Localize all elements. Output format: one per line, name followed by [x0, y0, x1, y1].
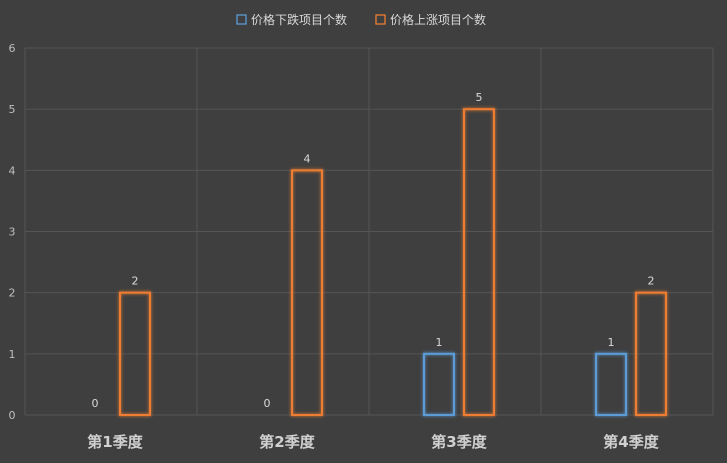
x-category-label: 第1季度 [87, 433, 143, 451]
legend-swatch-2 [375, 14, 386, 25]
y-tick-label: 2 [9, 287, 16, 300]
grid-lines [24, 47, 714, 416]
legend-swatch-1 [236, 14, 247, 25]
data-label: 0 [92, 397, 99, 410]
x-category-label: 第4季度 [603, 433, 659, 451]
y-tick-label: 6 [9, 42, 16, 55]
data-label: 2 [132, 275, 139, 288]
x-axis-categories: 第1季度 第2季度 第3季度 第4季度 [87, 433, 659, 451]
y-tick-label: 0 [9, 409, 16, 422]
bar-increase-q4 [635, 291, 667, 416]
bar-increase-q1 [119, 291, 151, 416]
bar-increase-q2 [291, 169, 323, 416]
bar-decrease-q4 [595, 352, 627, 417]
data-labels: 0 2 0 4 1 5 1 2 [92, 91, 655, 410]
legend-entry-2: 价格上涨项目个数 [390, 12, 486, 27]
data-label: 1 [436, 336, 443, 349]
bars [119, 108, 667, 417]
x-category-label: 第2季度 [259, 433, 315, 451]
data-label: 4 [304, 152, 311, 165]
x-category-label: 第3季度 [431, 433, 487, 451]
data-label: 2 [648, 275, 655, 288]
bar-decrease-q3 [423, 352, 455, 417]
legend: 价格下跌项目个数 价格上涨项目个数 [236, 12, 486, 27]
y-tick-label: 5 [9, 103, 16, 116]
y-tick-label: 1 [9, 348, 16, 361]
bar-increase-q3 [463, 108, 495, 417]
data-label: 1 [608, 336, 615, 349]
legend-entry-1: 价格下跌项目个数 [251, 12, 347, 27]
y-tick-label: 4 [9, 164, 16, 177]
y-axis-ticks: 0 1 2 3 4 5 6 [9, 42, 16, 422]
data-label: 0 [264, 397, 271, 410]
data-label: 5 [476, 91, 483, 104]
y-tick-label: 3 [9, 226, 16, 239]
